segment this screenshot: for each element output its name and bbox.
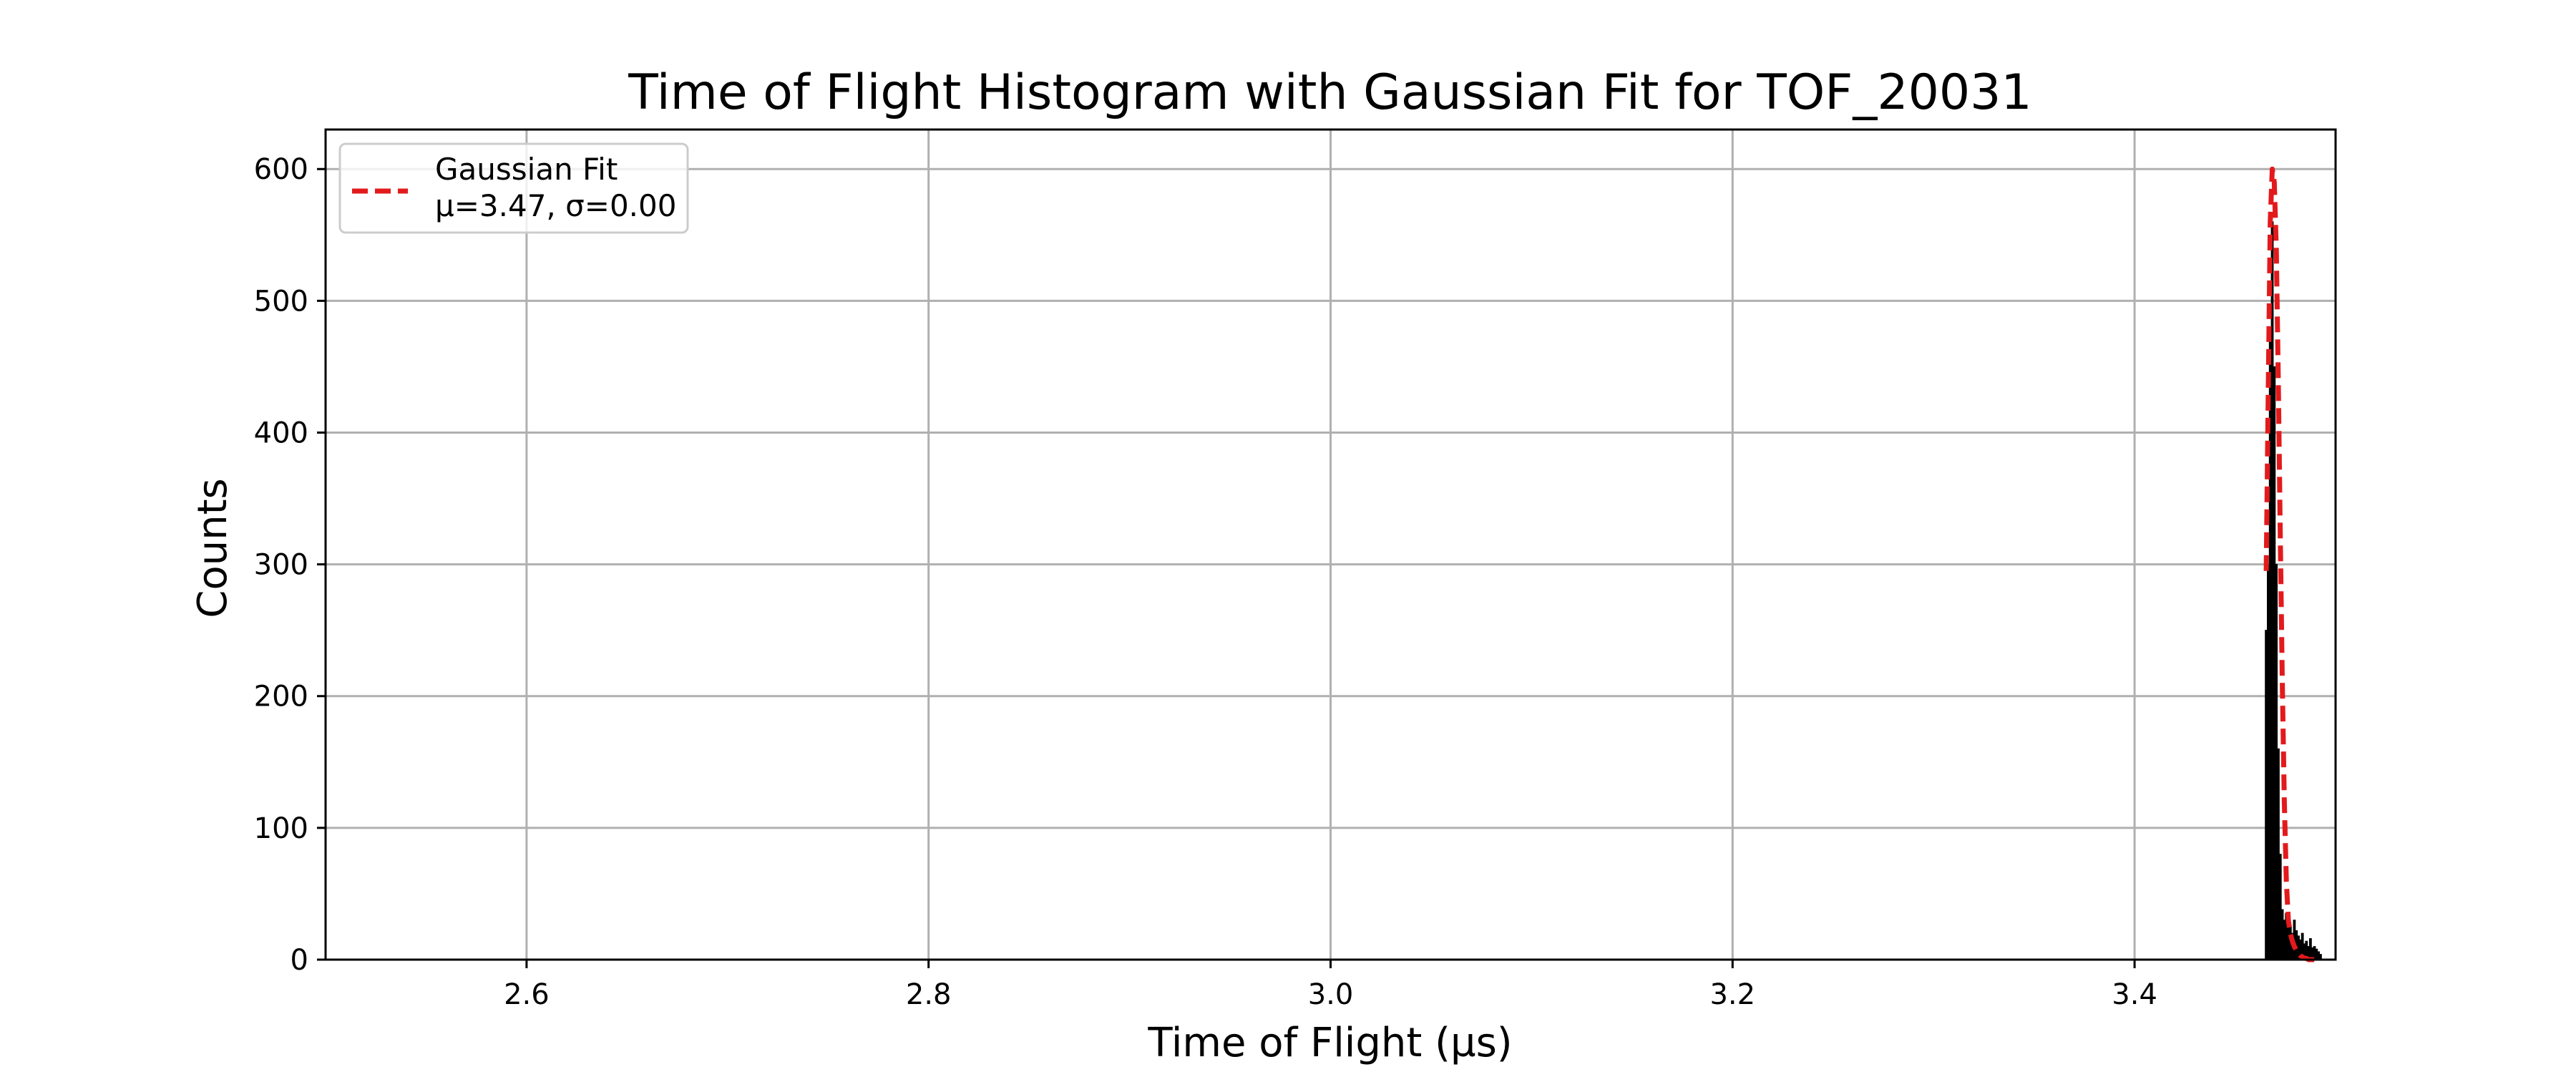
x-axis-label: Time of Flight (µs) [1147, 1020, 1512, 1066]
plot-layer [2263, 166, 2322, 963]
grid-layer [326, 130, 2336, 961]
x-tick-label: 3.4 [2112, 978, 2157, 1011]
y-tick-label: 200 [254, 681, 308, 713]
y-tick-label: 100 [254, 812, 308, 845]
y-tick-label: 0 [291, 944, 308, 977]
legend: Gaussian Fit μ=3.47, σ=0.00 [338, 142, 689, 234]
legend-label-fit-params: μ=3.47, σ=0.00 [435, 188, 676, 223]
x-tick-label: 3.0 [1308, 978, 1354, 1011]
y-axis-label: Counts [190, 478, 236, 618]
x-tick-label: 2.6 [504, 978, 550, 1011]
y-tick-label: 600 [254, 153, 308, 186]
chart-title: Time of Flight Histogram with Gaussian F… [628, 64, 2031, 121]
y-tick-label: 300 [254, 549, 308, 582]
x-tick-label: 3.2 [1709, 978, 1755, 1011]
axis-layer: 2.6 2.8 3.0 3.2 3.4 0 100 200 300 400 500 600 [254, 153, 2157, 1011]
legend-label-gaussian-fit: Gaussian Fit [435, 152, 618, 187]
y-tick-label: 400 [254, 416, 308, 449]
legend-box [338, 142, 689, 234]
x-tick-label: 2.8 [906, 978, 952, 1011]
y-tick-label: 500 [254, 285, 308, 318]
